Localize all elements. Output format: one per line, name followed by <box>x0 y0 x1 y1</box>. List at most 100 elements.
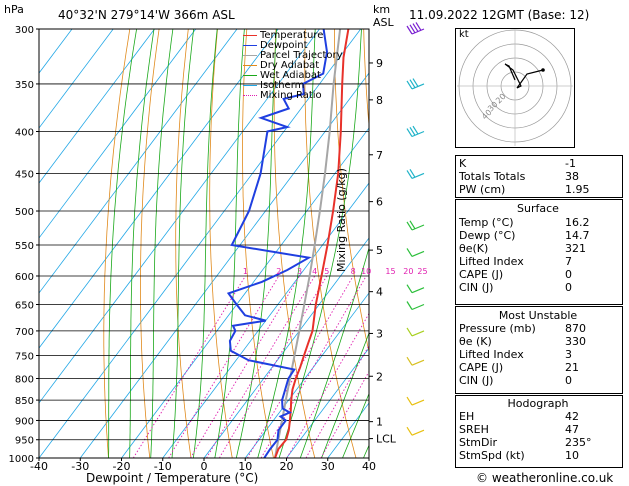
mixing-ratio-label: 3 <box>297 267 302 276</box>
credit-label: © weatheronline.co.uk <box>476 471 614 485</box>
dewpoint-line <box>226 29 329 458</box>
legend-wet-adiabat: Wet Adiabat <box>243 71 343 81</box>
hodograph-trace <box>504 63 544 89</box>
asl-label: ASL <box>373 16 394 29</box>
wind-barb <box>411 172 425 180</box>
mixing-ratio-label: 25 <box>417 267 427 276</box>
mixing-ratio-line <box>168 275 280 458</box>
hpa-label: hPa <box>4 3 24 16</box>
wind-barb-flag <box>409 220 416 230</box>
km-tick-label: 5 <box>376 244 383 257</box>
dry-adiabat-line <box>273 29 316 458</box>
wind-barb-flag <box>406 221 413 231</box>
mixing-ratio-label: 5 <box>324 267 329 276</box>
mixing-ratio-label: 4 <box>312 267 317 276</box>
dry-adiabat-line <box>242 29 274 458</box>
unstable-row: CIN (J) 0 <box>459 374 572 387</box>
pressure-tick-label: 1000 <box>9 454 34 465</box>
surface-table: Temp (°C) 16.2 Dewp (°C) 14.7 θe(K) 321 Lif… <box>456 216 628 294</box>
pressure-tick-label: 300 <box>15 25 34 36</box>
pressure-tick-label: 500 <box>15 207 34 218</box>
unstable-row: Pressure (mb) 870 <box>459 322 586 335</box>
hodograph-row: StmSpd (kt) 10 <box>459 449 579 462</box>
pressure-tick-label: 900 <box>15 416 34 427</box>
surface-row: Temp (°C) 16.2 <box>459 216 590 229</box>
wind-barb-flag <box>406 248 413 257</box>
wind-barb-flag <box>415 22 422 31</box>
wind-barb-flag <box>409 79 416 89</box>
wind-barb-flag <box>409 126 416 136</box>
hodograph-title: Hodograph <box>507 397 569 410</box>
wet-adiabat-line <box>108 29 138 458</box>
isotherm-line <box>162 182 369 458</box>
chart-legend: Temperature Dewpoint Parcel Trajectory D… <box>243 31 343 101</box>
legend-dewpoint: Dewpoint <box>243 41 343 51</box>
km-label: km <box>373 3 391 16</box>
hodograph-endpoint <box>541 68 545 72</box>
wind-barb-flag <box>406 301 413 310</box>
mixing-ratio-line <box>286 312 369 458</box>
mixing-ratio-label: 8 <box>351 267 356 276</box>
hodograph-stats-box <box>455 395 623 468</box>
pressure-tick-label: 350 <box>15 80 34 91</box>
mixing-ratio-label: 1 <box>243 267 248 276</box>
isotherm-line <box>244 292 369 458</box>
index-row-totals: Totals Totals 38 <box>459 170 579 183</box>
y2-axis-label: Mixing Ratio (g/kg) <box>335 168 348 272</box>
surface-box <box>455 199 623 305</box>
unstable-title: Most Unstable <box>498 309 578 322</box>
temperature-tick-label: 10 <box>238 460 252 473</box>
km-tick-label: 3 <box>376 327 383 340</box>
surface-row: θe(K) 321 <box>459 242 586 255</box>
mixing-ratio-line <box>132 275 246 458</box>
dry-adiabat-line <box>304 29 357 458</box>
wet-adiabat-line <box>150 29 174 458</box>
wind-barb-flag <box>412 125 419 135</box>
km-tick-label: LCL <box>376 433 397 446</box>
wind-barb <box>411 224 425 231</box>
km-tick-label: 6 <box>376 196 383 209</box>
wet-adiabat-line <box>342 392 369 458</box>
dry-adiabat-line <box>209 29 233 458</box>
km-tick-label: 2 <box>376 370 383 383</box>
wind-barb-flag <box>406 80 413 90</box>
mixing-ratio-label: 15 <box>385 267 395 276</box>
mixing-ratio-line <box>305 344 369 458</box>
dry-adiabat-line <box>140 29 160 458</box>
wind-barb-flag <box>406 426 413 436</box>
temperature-line <box>274 29 350 458</box>
isotherm-line <box>286 347 369 458</box>
wind-barb <box>411 303 425 311</box>
wind-barb <box>411 287 425 294</box>
mixing-ratio-label: 20 <box>403 267 413 276</box>
index-row-pw: PW (cm) 1.95 <box>459 183 590 196</box>
plot-area <box>39 29 369 458</box>
wind-barb <box>411 359 425 366</box>
pressure-tick-label: 450 <box>15 169 34 180</box>
wet-adiabat-line <box>299 246 369 458</box>
legend-isotherm: Isotherm <box>243 81 343 91</box>
wind-barb-flag <box>409 168 416 178</box>
pressure-tick-label: 550 <box>15 241 34 252</box>
wind-barb <box>411 399 425 406</box>
isotherm-line <box>39 29 238 294</box>
unstable-row: Lifted Index 3 <box>459 348 572 361</box>
pressure-tick-label: 850 <box>15 396 34 407</box>
isotherm-line <box>39 29 73 74</box>
km-tick-label: 9 <box>376 57 383 70</box>
mixing-ratio-line <box>260 275 367 458</box>
dry-adiabat-line <box>334 29 369 354</box>
legend-temperature: Temperature <box>243 31 343 41</box>
index-row-k: K -1 <box>459 157 576 170</box>
wind-barb-flag <box>406 284 413 293</box>
wet-adiabat-line <box>214 29 245 458</box>
mixing-ratio-line <box>320 370 369 458</box>
temperature-tick-label: 20 <box>280 460 294 473</box>
pressure-tick-label: 700 <box>15 327 34 338</box>
pressure-tick-label: 950 <box>15 436 34 447</box>
dry-adiabat-line <box>103 29 131 458</box>
x-axis-label: Dewpoint / Temperature (°C) <box>86 471 259 485</box>
wind-barb-flag <box>409 24 416 34</box>
hodograph-row: EH 42 <box>459 410 579 423</box>
dry-adiabat-line <box>175 29 192 458</box>
